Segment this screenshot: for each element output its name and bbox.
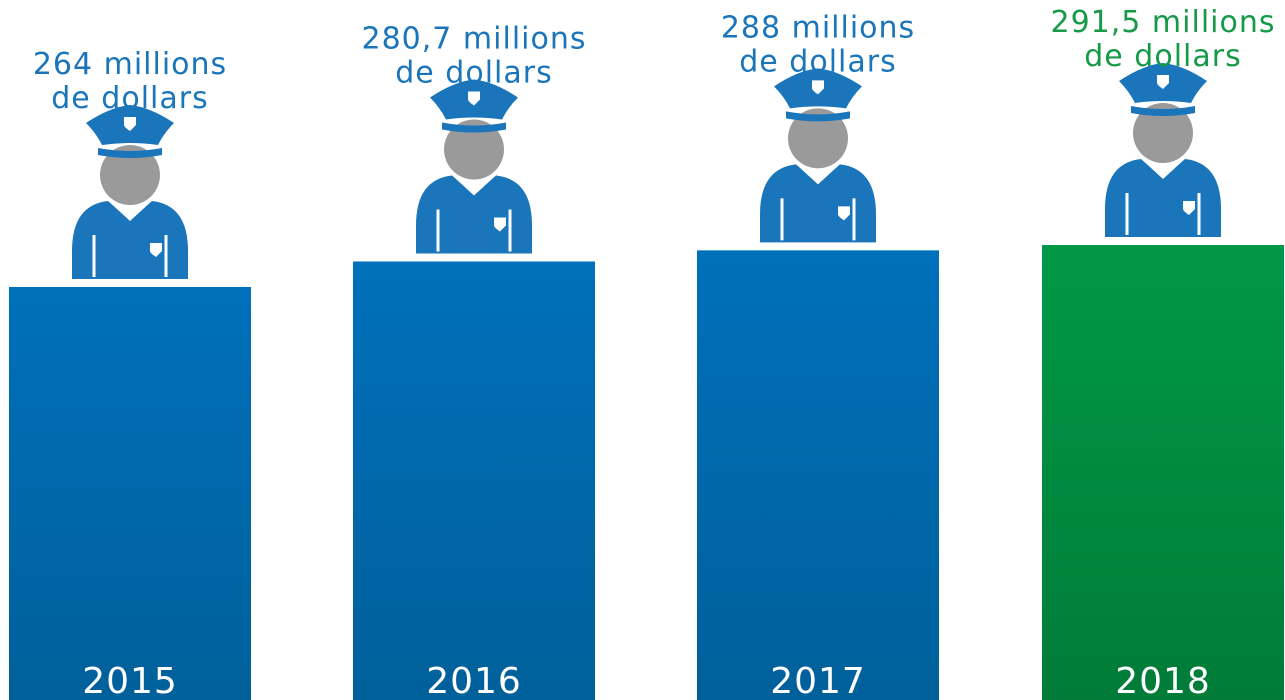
officer-chest-badge xyxy=(1183,201,1195,215)
value-label-amount-2015: 264 millions xyxy=(33,47,227,82)
police-officer-icon xyxy=(1105,63,1221,237)
officer-cap-band xyxy=(1131,106,1195,116)
year-label-2015: 2015 xyxy=(82,661,178,700)
officer-chest-badge xyxy=(150,243,162,257)
year-label-2018: 2018 xyxy=(1115,661,1211,700)
value-label-unit-2018: de dollars xyxy=(1084,39,1241,74)
value-label-amount-2018: 291,5 millions xyxy=(1051,5,1276,40)
year-label-2017: 2017 xyxy=(770,661,866,700)
officer-head xyxy=(1133,103,1193,163)
bar-2018 xyxy=(1042,245,1284,700)
officer-collar xyxy=(794,162,842,185)
police-officer-icon xyxy=(416,79,532,254)
officer-chest-badge xyxy=(494,217,506,232)
police-officer-icon xyxy=(72,105,188,279)
value-label-unit-2017: de dollars xyxy=(739,44,896,79)
officer-torso xyxy=(72,201,188,279)
police-officer-icon xyxy=(760,68,876,243)
officer-torso xyxy=(416,175,532,254)
officer-head xyxy=(444,119,504,180)
bar-2015 xyxy=(9,287,251,700)
officer-chest-badge xyxy=(838,206,850,221)
year-label-2016: 2016 xyxy=(426,661,522,700)
bar-2016 xyxy=(353,261,595,700)
value-label-unit-2016: de dollars xyxy=(395,55,552,90)
value-label-amount-2016: 280,7 millions xyxy=(362,21,587,56)
officer-collar xyxy=(450,173,498,196)
officer-cap-badge xyxy=(812,80,824,95)
officer-cap-badge xyxy=(1157,75,1169,89)
officer-cap-badge xyxy=(468,91,480,106)
officer-head xyxy=(100,145,160,205)
officer-cap-badge xyxy=(124,117,136,131)
value-label-unit-2015: de dollars xyxy=(51,81,208,116)
officer-cap-band xyxy=(98,148,162,158)
value-label-amount-2017: 288 millions xyxy=(721,10,915,45)
officer-head xyxy=(788,108,848,169)
officer-collar xyxy=(106,199,154,221)
officer-cap-band xyxy=(786,111,850,122)
officer-torso xyxy=(1105,159,1221,237)
officer-torso xyxy=(760,164,876,243)
icons-layer xyxy=(72,63,1221,279)
officer-cap-band xyxy=(442,122,506,133)
bar-2017 xyxy=(697,250,939,700)
officer-collar xyxy=(1139,157,1187,179)
bars-layer xyxy=(9,245,1284,700)
